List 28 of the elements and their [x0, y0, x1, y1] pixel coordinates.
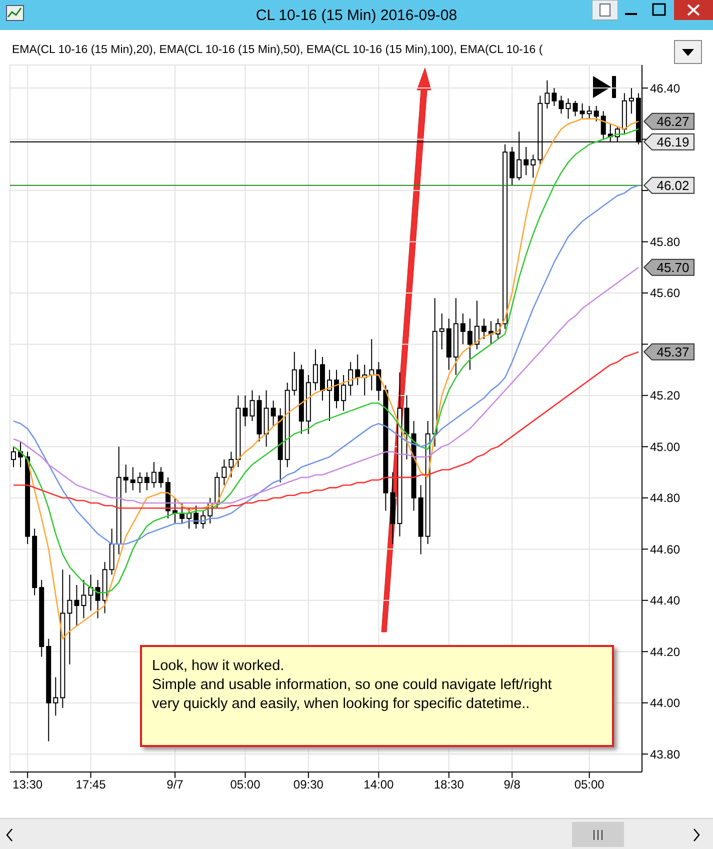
x-tick-label: 05:00: [574, 778, 605, 792]
y-tick-label: 44.20: [650, 644, 680, 659]
ref-line-label: 46.19: [656, 134, 690, 150]
x-tick-label: 18:30: [434, 778, 464, 792]
y-tick-label: 46.40: [650, 81, 680, 96]
x-tick-label: 05:00: [230, 778, 261, 792]
y-tick-label: 44.00: [650, 696, 680, 710]
data-label: 46.27: [656, 114, 690, 129]
chart-title: CL 10-16 (15 Min) 2016-09-08: [254, 7, 458, 24]
x-tick-label: 9/7: [166, 778, 184, 792]
x-tick-label: 14:00: [364, 778, 394, 792]
data-label: 45.70: [656, 260, 690, 275]
y-tick-label: 45.60: [650, 286, 680, 300]
y-tick-label: 43.80: [650, 747, 680, 762]
ref-line-label: 46.02: [656, 178, 690, 193]
x-tick-label: 17:45: [76, 778, 106, 792]
y-tick-label: 45.20: [650, 388, 680, 403]
y-tick-label: 44.40: [650, 594, 680, 608]
y-tick-label: 44.60: [650, 542, 680, 556]
note-box: Look, how it worked. Simple and usable information, so one could navigate left/right very quickly and easily, when looking for specific datetime..: [140, 645, 614, 747]
x-tick-label: 13:30: [12, 778, 43, 792]
x-tick-label: 9/8: [504, 778, 521, 792]
y-tick-label: 45.00: [650, 440, 680, 454]
data-label: 45.37: [656, 344, 690, 360]
chart-subtitle: EMA(CL 10-16 (15 Min),20), EMA(CL 10-16 (15 Min),50), EMA(CL 10-16 (15 Min),100), EMA(CL 10-16 (: [12, 44, 543, 56]
x-tick-label: 09:30: [293, 778, 324, 792]
y-tick-label: 45.80: [650, 235, 680, 250]
y-tick-label: 44.80: [650, 491, 680, 506]
